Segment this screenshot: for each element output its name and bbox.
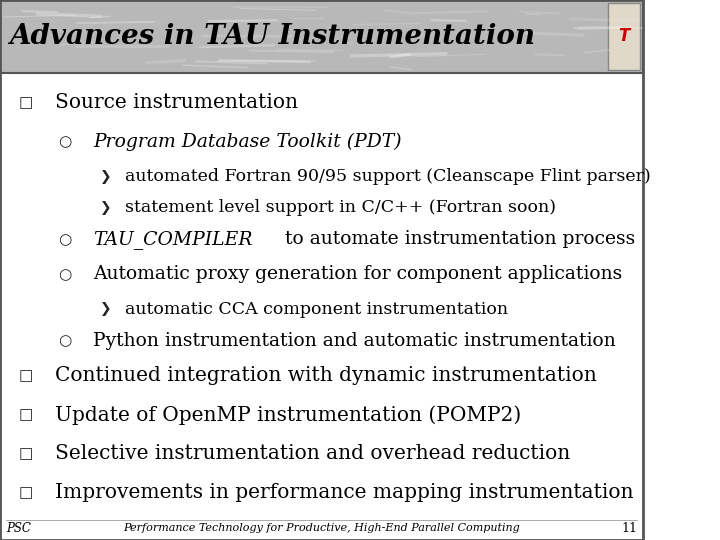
Text: □: □ [19,95,33,110]
Text: Improvements in performance mapping instrumentation: Improvements in performance mapping inst… [55,483,633,502]
Text: Selective instrumentation and overhead reduction: Selective instrumentation and overhead r… [55,444,570,463]
Text: Update of OpenMP instrumentation (POMP2): Update of OpenMP instrumentation (POMP2) [55,405,521,424]
Text: Program Database Toolkit (PDT): Program Database Toolkit (PDT) [94,132,402,151]
Text: □: □ [19,368,33,383]
Text: 11: 11 [621,522,637,535]
Text: Advances in TAU Instrumentation: Advances in TAU Instrumentation [9,23,536,50]
Text: to automate instrumentation process: to automate instrumentation process [279,230,636,248]
Text: Python instrumentation and automatic instrumentation: Python instrumentation and automatic ins… [94,332,616,350]
Text: ○: ○ [58,134,71,149]
FancyBboxPatch shape [608,3,640,70]
Text: T: T [618,28,630,45]
Text: TAU_COMPILER: TAU_COMPILER [94,230,253,249]
Text: statement level support in C/C++ (Fortran soon): statement level support in C/C++ (Fortra… [125,199,557,217]
Text: Source instrumentation: Source instrumentation [55,93,297,112]
Text: automated Fortran 90/95 support (Cleanscape Flint parser): automated Fortran 90/95 support (Cleansc… [125,168,651,185]
Text: □: □ [19,407,33,422]
FancyBboxPatch shape [0,0,644,73]
Text: ❯: ❯ [100,201,112,215]
Text: □: □ [19,485,33,500]
Text: Performance Technology for Productive, High-End Parallel Computing: Performance Technology for Productive, H… [123,523,520,533]
Text: □: □ [19,446,33,461]
Text: PSC: PSC [6,522,31,535]
Text: ❯: ❯ [100,302,112,316]
Text: ○: ○ [58,232,71,247]
Text: Continued integration with dynamic instrumentation: Continued integration with dynamic instr… [55,366,596,386]
Text: automatic CCA component instrumentation: automatic CCA component instrumentation [125,301,508,318]
Text: ○: ○ [58,333,71,348]
Text: ○: ○ [58,267,71,282]
Text: Automatic proxy generation for component applications: Automatic proxy generation for component… [94,265,623,284]
Text: ❯: ❯ [100,170,112,184]
